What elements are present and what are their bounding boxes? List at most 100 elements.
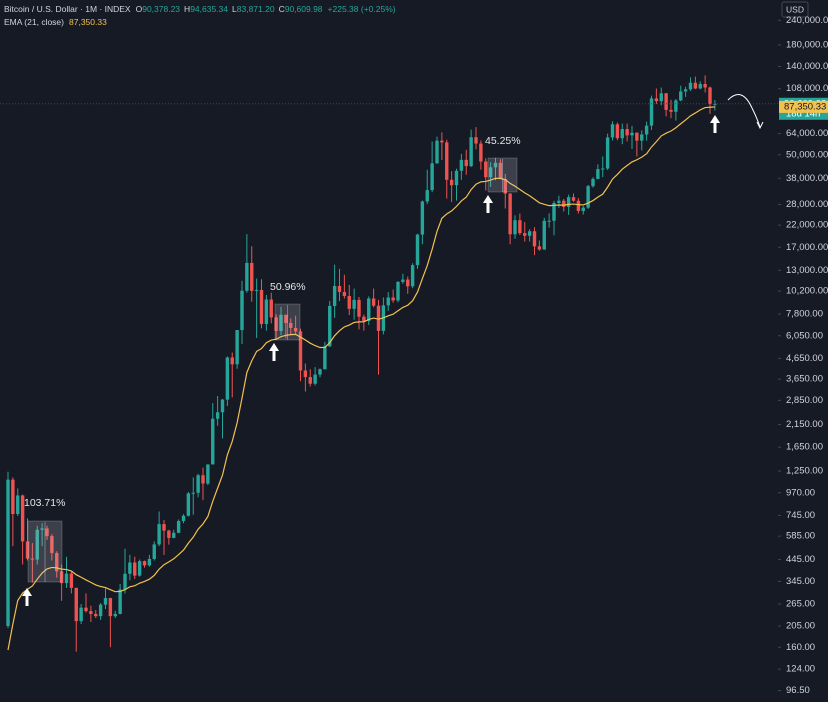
ema-line	[7, 106, 715, 651]
candle-body	[16, 495, 20, 515]
candle-body	[415, 234, 420, 266]
candle-body	[518, 220, 522, 234]
y-tick-label: 108,000.00	[786, 83, 828, 94]
candle-body	[167, 530, 171, 538]
y-tick-label: 96.50	[786, 685, 810, 696]
candle-body	[20, 495, 25, 542]
candle-body	[527, 231, 532, 236]
candle-body	[133, 562, 137, 576]
up-arrow	[483, 195, 493, 213]
candle-body	[459, 159, 464, 171]
y-tick-label: 13,000.00	[786, 265, 828, 276]
candle-body	[659, 93, 663, 102]
candle-body	[55, 553, 59, 572]
candle-body	[84, 607, 88, 612]
candle-body	[118, 589, 122, 614]
candle-body	[644, 125, 649, 135]
annotation: 50.96%	[270, 281, 306, 293]
candle-body	[64, 573, 69, 584]
candle-body	[225, 357, 230, 400]
candle-body	[59, 571, 64, 584]
curved-arrow	[727, 94, 761, 128]
y-tick-label: 1,650.00	[786, 442, 823, 453]
candle-body	[347, 295, 351, 309]
candle-body	[250, 262, 254, 291]
candle-body	[45, 528, 49, 537]
candle-body	[79, 607, 83, 622]
candle-body	[103, 598, 108, 605]
ema-legend: EMA (21, close) 87,350.33	[4, 17, 107, 27]
candle-body	[367, 298, 371, 322]
y-tick-label: 585.00	[786, 531, 815, 542]
candle-body	[596, 169, 600, 179]
y-tick-label: 2,150.00	[786, 419, 823, 430]
candle-body	[610, 124, 615, 138]
candle-body	[537, 246, 542, 250]
candle-body	[640, 134, 644, 141]
candle-body	[386, 297, 390, 306]
candle-body	[498, 162, 503, 179]
candle-body	[157, 524, 161, 545]
candle-body	[108, 598, 113, 617]
candle-body	[323, 346, 327, 370]
ohlc: O90,378.23 H94,635.34 L83,871.20 C90,609.98	[136, 4, 323, 14]
ohlc-value: 90,609.98	[285, 4, 323, 14]
y-tick-label: 445.00	[786, 554, 815, 565]
candle-body	[289, 322, 293, 328]
ohlc-value: 94,635.34	[190, 4, 228, 14]
candle-body	[430, 163, 434, 191]
y-tick-label: 180,000.00	[786, 39, 828, 50]
up-arrow	[269, 343, 279, 361]
plot-area	[0, 75, 778, 652]
candle-body	[298, 331, 303, 371]
candle-body	[30, 558, 35, 560]
candle-body	[396, 281, 400, 301]
candle-body	[69, 573, 74, 588]
y-tick-label: 265.00	[786, 599, 815, 610]
candle-body	[562, 200, 566, 207]
y-tick-label: 4,650.00	[786, 353, 823, 364]
candle-body	[620, 129, 624, 139]
candle-body	[605, 137, 610, 169]
candle-body	[235, 330, 239, 365]
candle-body	[313, 374, 317, 384]
candle-body	[547, 220, 551, 222]
y-tick-label: 22,000.00	[786, 220, 828, 231]
candle-body	[703, 84, 707, 88]
candle-body	[698, 84, 702, 89]
candle-body	[269, 299, 273, 318]
candle-body	[542, 220, 546, 250]
y-tick-label: 38,000.00	[786, 173, 828, 184]
candle-body	[708, 87, 712, 104]
candle-body	[464, 159, 468, 167]
candle-body	[357, 299, 361, 317]
candle-body	[254, 289, 259, 291]
candle-body	[557, 200, 561, 204]
candle-body	[445, 142, 449, 180]
candle-body	[284, 314, 288, 323]
candle-body	[376, 305, 381, 331]
candle-body	[664, 93, 668, 110]
candle-body	[50, 536, 54, 554]
price-axis-labels: 240,000.00 180,000.00 140,000.00 108,000.00…	[778, 15, 828, 696]
up-arrow	[710, 115, 720, 133]
candle-body	[318, 369, 322, 375]
candle-body	[649, 98, 654, 126]
candle-body	[240, 290, 244, 331]
y-tick-label: 10,200.00	[786, 286, 828, 297]
currency-button[interactable]	[781, 1, 809, 18]
candle-body	[576, 200, 581, 212]
candle-body	[683, 89, 688, 92]
candle-body	[142, 561, 147, 566]
candle-body	[654, 98, 659, 102]
y-tick-label: 745.00	[786, 510, 815, 521]
candle-body	[25, 541, 30, 559]
candle-body	[630, 132, 634, 136]
candle-body	[264, 299, 269, 325]
candle-body	[191, 492, 195, 494]
currency[interactable]: USD	[786, 4, 804, 14]
ohlc-value: 83,871.20	[237, 4, 275, 14]
candle-body	[128, 562, 132, 574]
y-tick-label: 160.00	[786, 642, 815, 653]
